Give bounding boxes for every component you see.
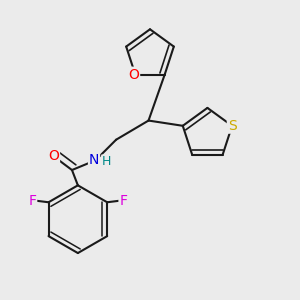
Text: F: F bbox=[28, 194, 36, 208]
Text: N: N bbox=[89, 153, 99, 167]
Text: O: O bbox=[48, 149, 59, 163]
Text: F: F bbox=[119, 194, 128, 208]
Text: S: S bbox=[228, 119, 236, 133]
Text: O: O bbox=[128, 68, 139, 82]
Text: H: H bbox=[102, 155, 111, 168]
